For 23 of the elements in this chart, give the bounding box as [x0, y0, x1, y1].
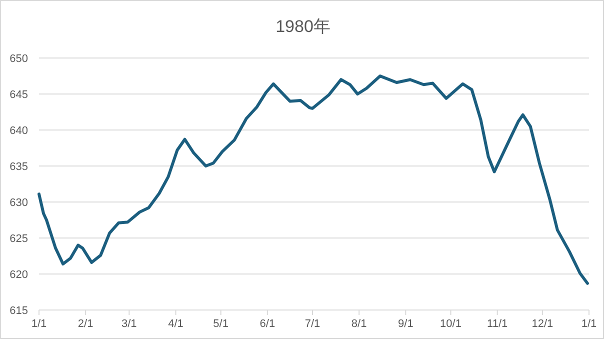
x-tick-label: 12/1 — [532, 318, 554, 330]
x-tick-label: 3/1 — [122, 318, 137, 330]
x-tick-label: 5/1 — [213, 318, 228, 330]
x-tick-label: 11/1 — [487, 318, 508, 330]
x-tick-label: 4/1 — [168, 318, 184, 330]
x-tick-label: 2/1 — [78, 318, 94, 330]
x-tick-label: 7/1 — [304, 318, 320, 330]
y-tick-label: 650 — [10, 53, 28, 65]
chart-title: 1980年 — [276, 17, 330, 36]
x-tick-label: 9/1 — [398, 318, 414, 330]
line-series — [38, 74, 589, 285]
y-tick-label: 620 — [10, 269, 28, 281]
y-tick-label: 645 — [10, 89, 28, 101]
y-tick-label: 615 — [10, 305, 28, 317]
x-tick-label: 1/1 — [31, 318, 47, 330]
y-tick-label: 640 — [10, 125, 28, 137]
y-tick-label: 630 — [10, 197, 28, 209]
x-tick-label: 8/1 — [351, 318, 367, 330]
y-tick-label: 635 — [10, 161, 28, 173]
x-tick-label: 1/1 — [581, 318, 597, 330]
x-tick-label: 6/1 — [260, 318, 276, 330]
x-tick-label: 10/1 — [440, 318, 462, 330]
y-tick-label: 625 — [10, 233, 28, 245]
